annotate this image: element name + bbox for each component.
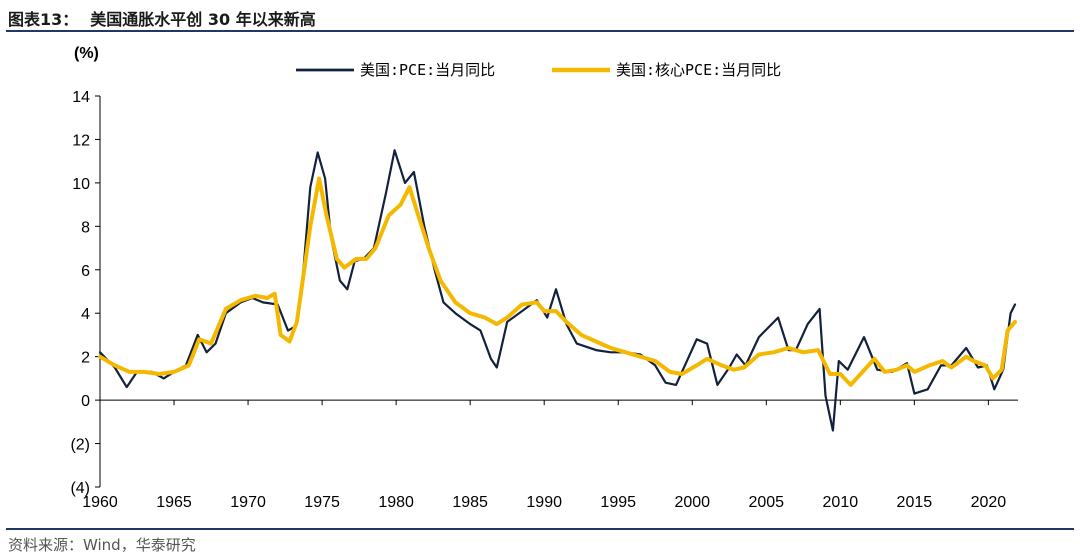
- legend-label: 美国:核心PCE:当月同比: [616, 61, 781, 79]
- source-note: 资料来源：Wind，华泰研究: [8, 536, 196, 554]
- figure-title: 图表13： 美国通胀水平创 30 年以来新高: [8, 6, 316, 30]
- legend-label: 美国:PCE:当月同比: [360, 61, 495, 79]
- x-tick-label: 1990: [526, 494, 562, 511]
- x-tick-label: 1970: [230, 494, 266, 511]
- y-tick-label: 14: [72, 89, 90, 106]
- y-unit-label: (%): [74, 45, 99, 62]
- y-tick-label: 4: [81, 306, 90, 323]
- x-tick-label: 1960: [82, 494, 118, 511]
- axes: (%) 14 12 10 8 6 4 2 0 (2) (4)1960 1965 1970 1975 1980…: [70, 45, 1018, 511]
- y-tick-label: 10: [72, 176, 90, 193]
- x-tick-label: 2005: [748, 494, 784, 511]
- x-tick-label: 2010: [823, 494, 859, 511]
- top-rule: [6, 30, 1074, 32]
- x-tick-label: 1995: [600, 494, 636, 511]
- core-pce-line: [98, 176, 1017, 387]
- headline-pce-line: [98, 149, 1017, 432]
- y-tick-label: (4): [70, 480, 90, 497]
- y-tick-label: 12: [72, 132, 90, 149]
- x-tick-label: 2000: [674, 494, 710, 511]
- x-tick-label: 2015: [897, 494, 933, 511]
- figure-label: 图表13：: [8, 10, 79, 29]
- y-tick-label: 0: [81, 393, 90, 410]
- y-tick-label: (2): [70, 437, 90, 454]
- y-tick-label: 8: [81, 219, 90, 236]
- y-tick-label: 2: [81, 350, 90, 367]
- y-tick-label: 6: [81, 263, 90, 280]
- series-layer: [98, 149, 1017, 432]
- x-tick-label: 1965: [156, 494, 192, 511]
- x-tick-label: 2020: [971, 494, 1007, 511]
- figure-title-text: 美国通胀水平创 30 年以来新高: [90, 10, 316, 29]
- x-tick-label: 1980: [378, 494, 414, 511]
- bottom-rule: [6, 528, 1074, 530]
- x-tick-label: 1975: [304, 494, 340, 511]
- x-tick-label: 1985: [452, 494, 488, 511]
- line-chart: (%) 14 12 10 8 6 4 2 0 (2) (4)1960 1965 1970 1975 1980…: [70, 45, 1018, 511]
- legend: 美国:PCE:当月同比 美国:核心PCE:当月同比: [296, 61, 781, 79]
